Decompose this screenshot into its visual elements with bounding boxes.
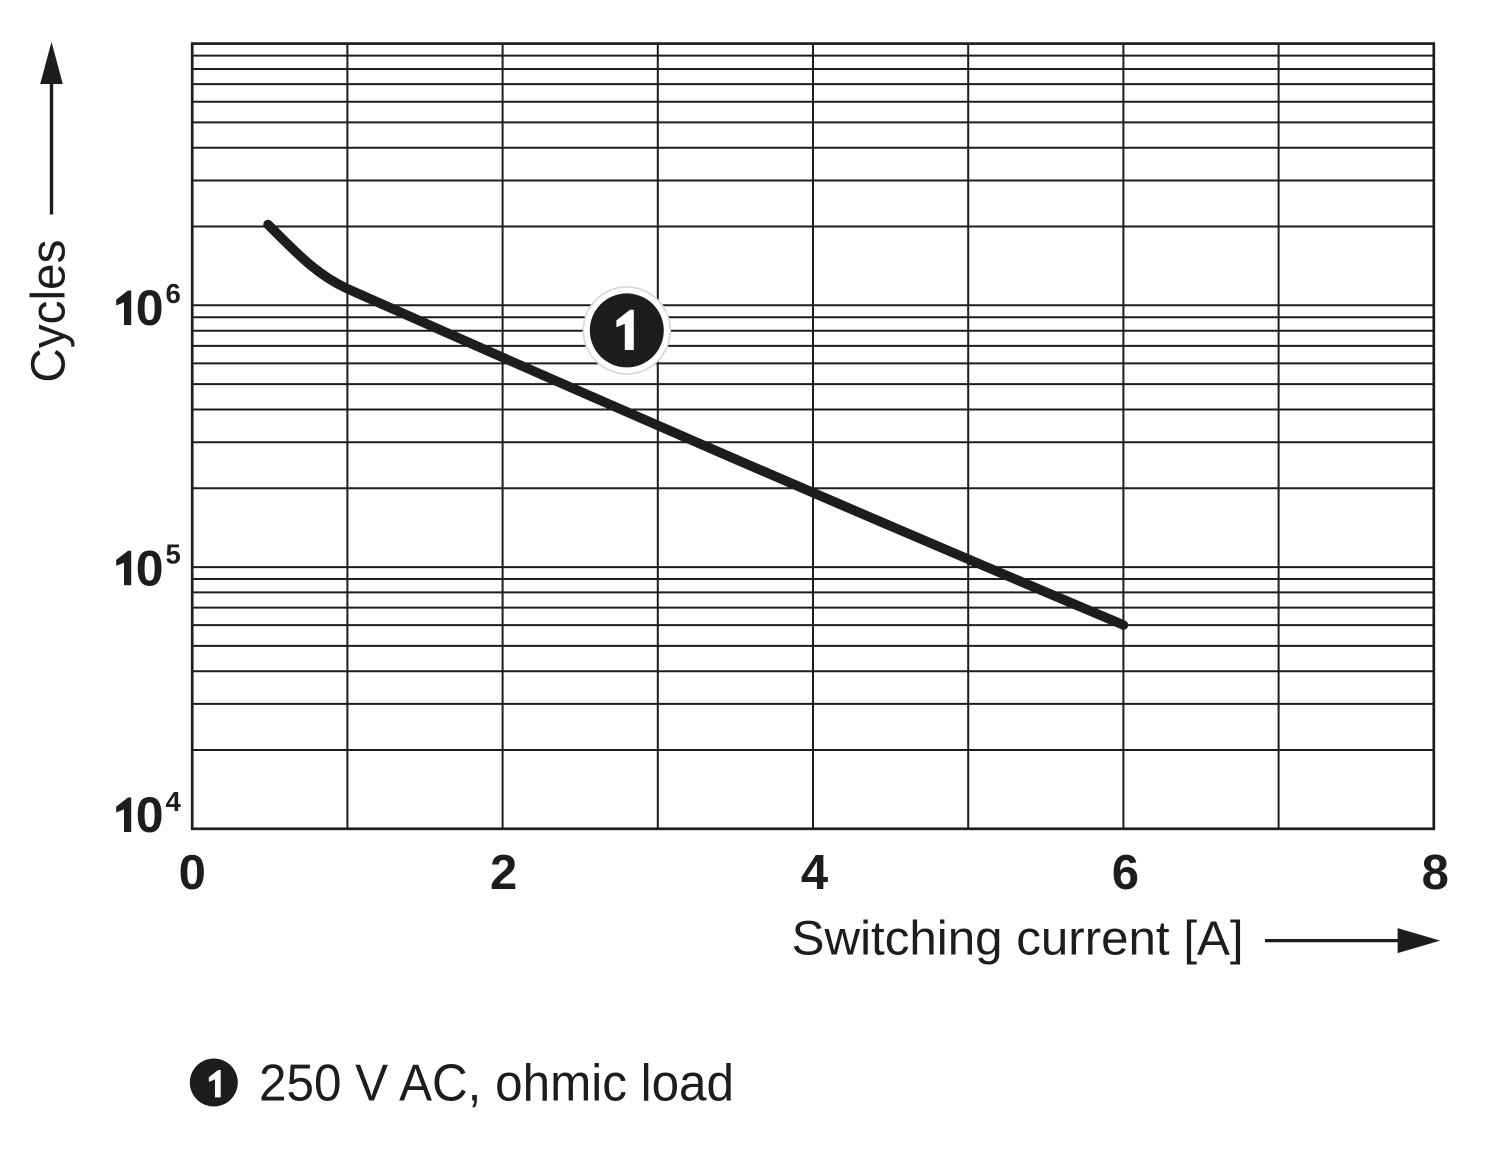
svg-text:0: 0 bbox=[136, 280, 164, 336]
svg-text:Switching current [A]: Switching current [A] bbox=[792, 912, 1244, 965]
svg-text:0: 0 bbox=[136, 540, 164, 596]
svg-text:250 V AC, ohmic load: 250 V AC, ohmic load bbox=[259, 1055, 734, 1113]
svg-text:Cycles: Cycles bbox=[23, 240, 76, 383]
svg-text:4: 4 bbox=[166, 786, 182, 817]
svg-text:6: 6 bbox=[166, 278, 181, 309]
svg-text:0: 0 bbox=[179, 846, 206, 900]
svg-text:8: 8 bbox=[1422, 846, 1449, 900]
svg-text:0: 0 bbox=[136, 787, 164, 843]
svg-text:6: 6 bbox=[1112, 846, 1139, 900]
svg-text:5: 5 bbox=[166, 538, 181, 569]
svg-text:4: 4 bbox=[801, 846, 828, 900]
svg-text:2: 2 bbox=[490, 846, 517, 900]
